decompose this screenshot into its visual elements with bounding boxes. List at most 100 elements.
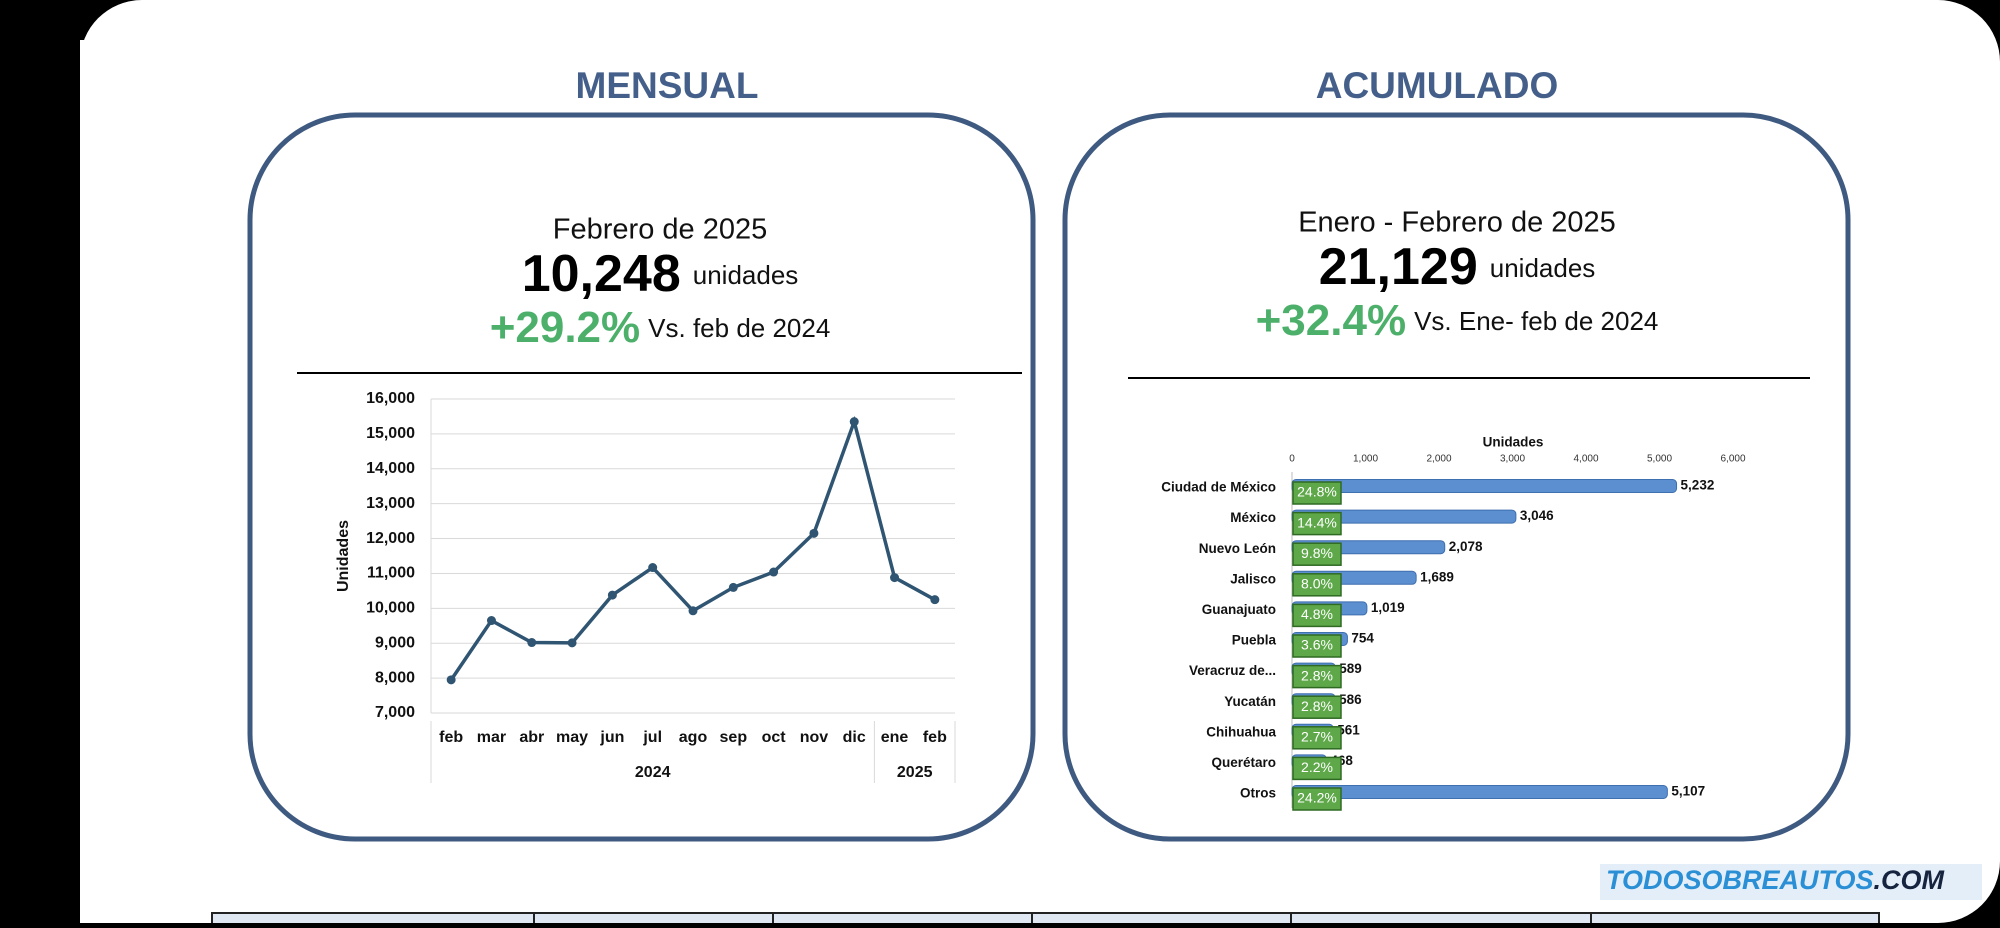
- table-top: [211, 912, 1880, 926]
- share-box: [1292, 664, 1342, 689]
- period: Febrero de 2025: [553, 214, 767, 246]
- y-tick-label: 15,000: [366, 425, 415, 442]
- share-label: 24.2%: [1297, 790, 1337, 806]
- point: [688, 606, 698, 616]
- share-box: [1292, 481, 1342, 505]
- category-label: Veracruz de...: [1189, 663, 1276, 678]
- panel-heading: ACUMULADO: [1316, 65, 1559, 106]
- value-label: 589: [1339, 661, 1362, 676]
- panel-frame: [247, 112, 1036, 842]
- x-tick-label: 0: [1289, 454, 1295, 465]
- x-tick-label: nov: [800, 729, 829, 746]
- share-label: 2.8%: [1301, 667, 1333, 683]
- category-label: Yucatán: [1224, 694, 1276, 709]
- value-label: 3,046: [1520, 508, 1554, 523]
- value-label: 754: [1351, 631, 1374, 646]
- value-label: 1,019: [1371, 600, 1405, 615]
- share-label: 2.8%: [1301, 698, 1333, 714]
- y-tick-label: 11,000: [367, 565, 415, 582]
- point: [728, 582, 738, 592]
- bar: [1291, 509, 1517, 524]
- x-tick-label: ago: [679, 729, 708, 746]
- group-label: 2024: [635, 764, 671, 781]
- change: +29.2%: [490, 303, 640, 352]
- x-tick-label: may: [556, 729, 588, 746]
- point: [607, 590, 617, 600]
- y-tick-label: 14,000: [366, 460, 415, 477]
- y-tick-label: 12,000: [366, 530, 415, 547]
- point: [527, 638, 537, 648]
- y-tick-label: 13,000: [366, 495, 415, 512]
- x-tick-label: jun: [599, 729, 624, 746]
- y-axis-label: Unidades: [335, 520, 352, 592]
- point: [890, 573, 900, 583]
- share-label: 9.8%: [1301, 545, 1333, 561]
- x-tick-label: dic: [843, 729, 866, 746]
- category-label: Chihuahua: [1206, 724, 1276, 739]
- group-label: 2025: [897, 764, 933, 781]
- point: [930, 595, 940, 605]
- share-box: [1292, 511, 1342, 536]
- comparison: Vs. feb de 2024: [648, 313, 830, 343]
- category-label: Puebla: [1232, 633, 1277, 648]
- point: [446, 675, 456, 685]
- x-tick-label: feb: [923, 729, 947, 746]
- x-tick-label: sep: [720, 729, 748, 746]
- total: 21,129: [1319, 238, 1478, 296]
- point: [849, 417, 859, 427]
- watermark-suffix: .COM: [1874, 865, 1945, 895]
- period: Enero - Febrero de 2025: [1298, 207, 1616, 239]
- change-line: +29.2% Vs. feb de 2024: [490, 303, 831, 352]
- value-label: 5,107: [1671, 784, 1705, 799]
- share-label: 8.0%: [1301, 576, 1333, 592]
- total-line: 10,248 unidades: [522, 245, 799, 303]
- category-label: Guanajuato: [1202, 602, 1276, 617]
- watermark: TODOSOBREAUTOS.COM: [1606, 865, 1945, 895]
- share-box: [1292, 573, 1342, 597]
- panel-frame: [1062, 112, 1851, 842]
- background: [80, 0, 2000, 923]
- x-tick-label: jul: [642, 729, 662, 746]
- category-label: Nuevo León: [1199, 541, 1276, 556]
- share-box: [1292, 542, 1342, 566]
- share-box: [1292, 603, 1342, 628]
- x-tick-label: 3,000: [1500, 454, 1525, 465]
- x-tick-label: oct: [762, 729, 787, 746]
- category-label: Querétaro: [1211, 755, 1276, 770]
- unit: unidades: [1490, 253, 1596, 283]
- share-label: 2.7%: [1301, 729, 1333, 745]
- y-tick-label: 16,000: [366, 390, 415, 407]
- x-tick-label: mar: [477, 729, 506, 746]
- x-tick-label: ene: [881, 729, 909, 746]
- y-tick-label: 10,000: [366, 600, 415, 617]
- watermark-box: [1600, 864, 1982, 900]
- share-label: 4.8%: [1301, 606, 1333, 622]
- share-box: [1292, 756, 1342, 781]
- category-label: Otros: [1240, 786, 1276, 801]
- unit: unidades: [693, 260, 799, 290]
- y-tick-label: 7,000: [375, 704, 415, 721]
- y-tick-label: 9,000: [375, 634, 415, 651]
- point: [809, 528, 819, 538]
- comparison: Vs. Ene- feb de 2024: [1414, 306, 1658, 336]
- point: [567, 638, 577, 648]
- change: +32.4%: [1256, 296, 1406, 345]
- share-box: [1292, 695, 1342, 719]
- watermark-brand: TODOSOBREAUTOS: [1606, 865, 1874, 895]
- table-header: [211, 912, 1880, 926]
- share-box: [1292, 787, 1342, 811]
- value-label: 1,689: [1420, 569, 1454, 584]
- x-tick-label: 4,000: [1573, 454, 1598, 465]
- bar: [1291, 479, 1678, 493]
- share-label: 24.8%: [1297, 484, 1337, 500]
- total: 10,248: [522, 245, 681, 303]
- category-label: Jalisco: [1230, 571, 1276, 586]
- x-tick-label: feb: [439, 729, 463, 746]
- x-tick-label: 6,000: [1720, 454, 1745, 465]
- value-label: 2,078: [1449, 539, 1483, 554]
- x-tick-label: 1,000: [1353, 454, 1378, 465]
- value-label: 5,232: [1681, 478, 1715, 493]
- background: [80, 40, 180, 923]
- share-box: [1292, 634, 1342, 658]
